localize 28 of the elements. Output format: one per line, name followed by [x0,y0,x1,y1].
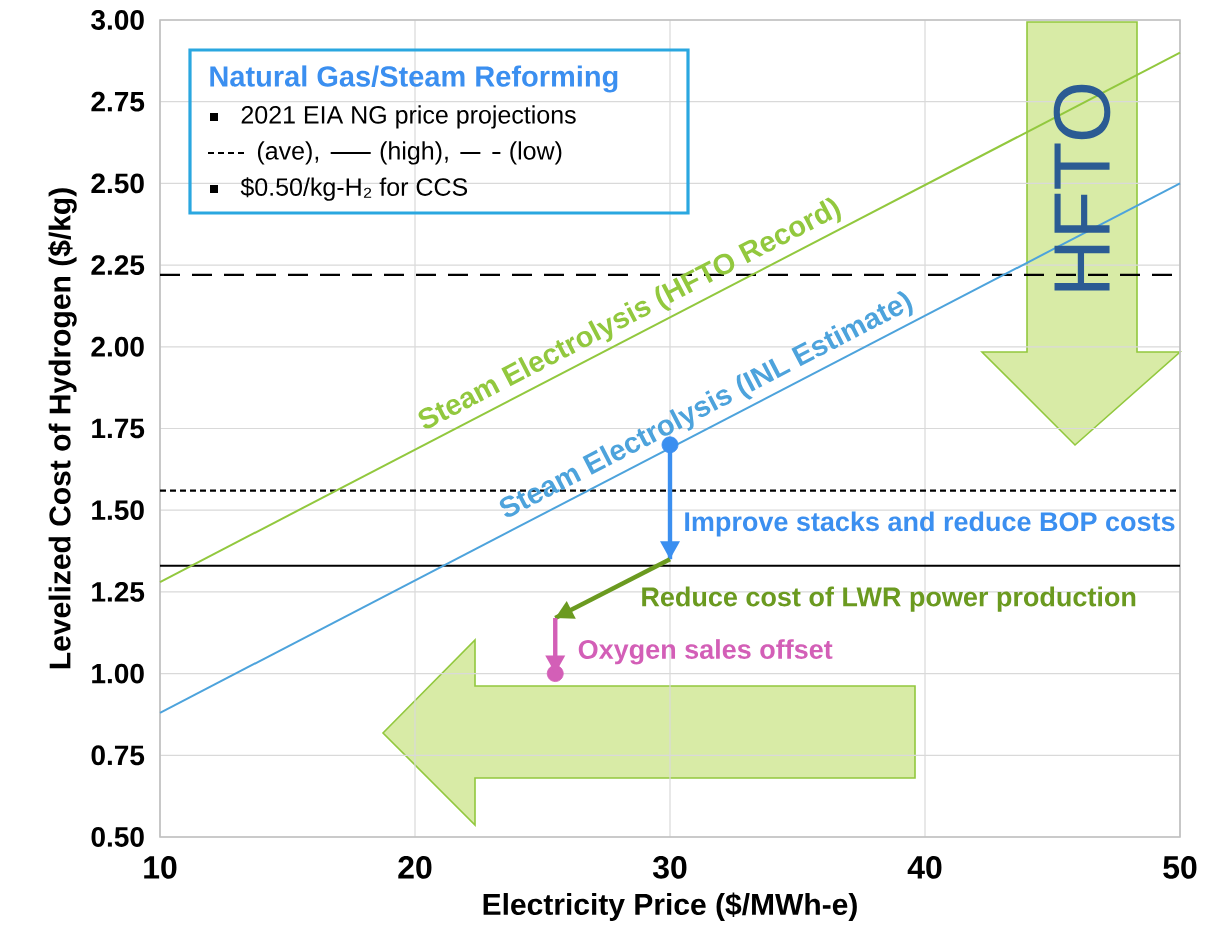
x-tick-label: 50 [1163,856,1197,879]
y-tick-label: 2.00 [91,336,144,357]
annotation: (low) [510,141,562,165]
x-tick-label: 40 [907,856,942,879]
y-tick-label: 2.75 [91,91,145,112]
y-tick-label: 1.75 [92,418,145,439]
annotation: (ave), [257,141,319,165]
y-tick-label: 1.50 [92,500,144,521]
y-tick-label: 1.25 [92,581,145,602]
annotation: Oxygen sales offset [578,639,833,665]
annotation: Natural Gas/Steam Reforming [210,65,618,93]
y-tick-label: 2.50 [91,173,144,194]
y-tick-label: 0.75 [91,745,145,766]
annotation: $0.50/kg-H₂ for CCS [240,177,468,201]
y-tick-label: 2.25 [91,255,145,275]
annotation: HFTO [1053,84,1111,291]
annotation: (high), [380,141,448,165]
annotation: Improve stacks and reduce BOP costs [685,511,1175,537]
x-axis-title: Electricity Price ($/MWh-e) [483,892,857,921]
y-axis-title: Levelized Cost of Hydrogen ($/kg) [48,188,77,669]
x-tick-label: 20 [398,856,432,879]
annotation: Reduce cost of LWR power production [642,586,1136,612]
y-tick-label: 3.00 [91,10,144,30]
x-tick-label: 30 [652,856,687,879]
x-tick-label: 10 [144,856,177,879]
annotation: 2021 EIA NG price projections [241,105,576,129]
y-tick-label: 0.50 [91,827,144,847]
y-tick-label: 1.00 [92,663,144,684]
